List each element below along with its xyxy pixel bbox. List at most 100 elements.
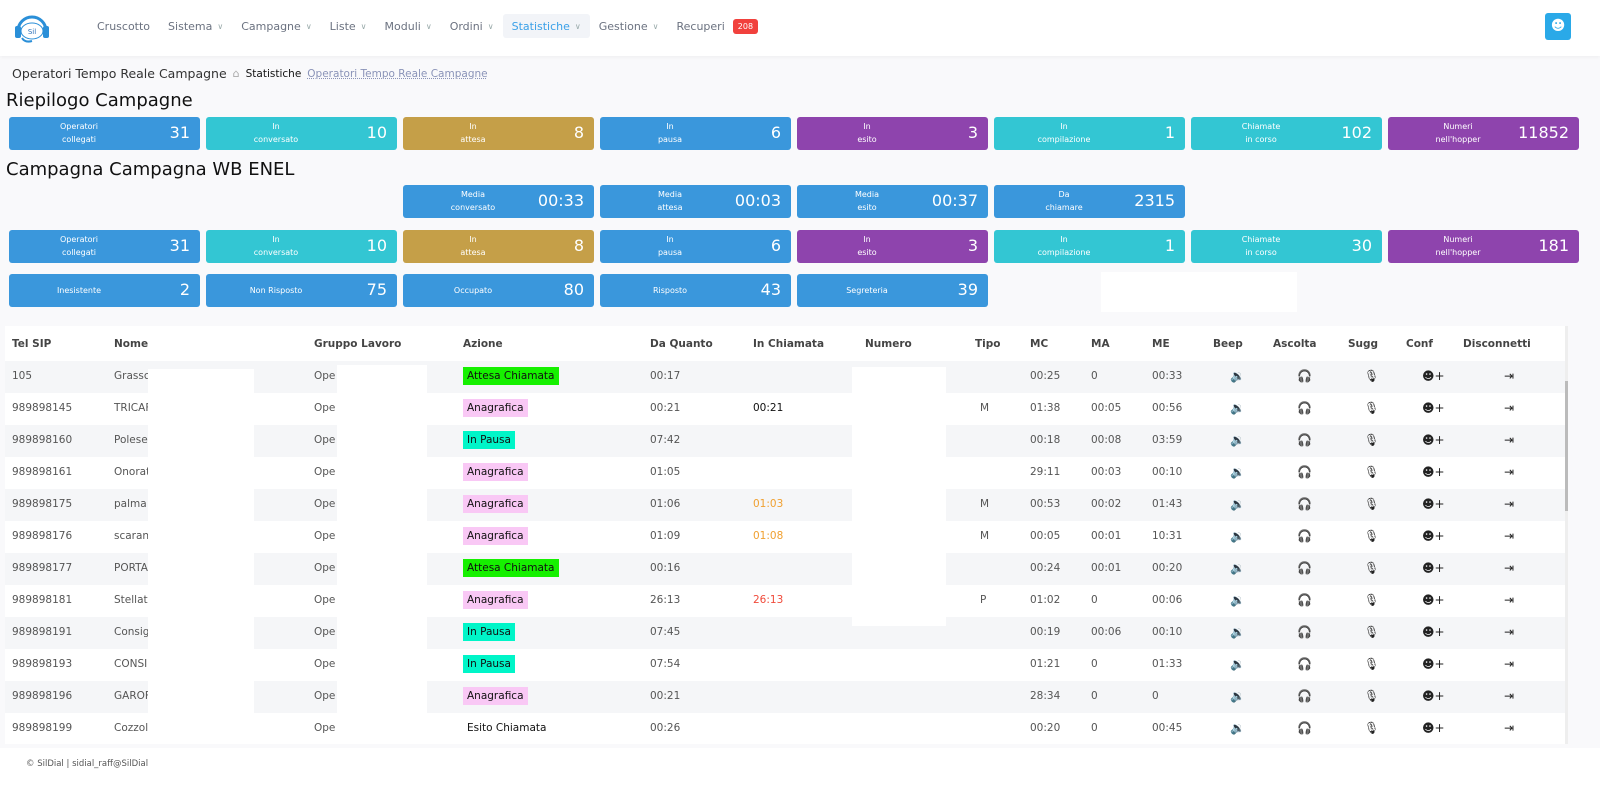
user-add-icon[interactable]: ☻+ bbox=[1422, 721, 1445, 735]
column-header[interactable]: Gruppo Lavoro bbox=[314, 338, 402, 350]
headphones-icon[interactable]: 🎧 bbox=[1297, 657, 1312, 671]
cell-nome: scaran bbox=[114, 530, 150, 542]
speaker-icon[interactable]: 🔉 bbox=[1230, 497, 1245, 511]
stat-card: In esito 3 bbox=[797, 117, 988, 150]
cell-me: 01:33 bbox=[1152, 658, 1183, 670]
menu-item-ordini[interactable]: Ordini ∨ bbox=[441, 14, 503, 38]
microphone-icon[interactable]: 🎙 bbox=[1364, 433, 1380, 447]
cell-mc: 00:18 bbox=[1030, 434, 1061, 446]
speaker-icon[interactable]: 🔉 bbox=[1230, 721, 1245, 735]
user-add-icon[interactable]: ☻+ bbox=[1422, 529, 1445, 543]
microphone-icon[interactable]: 🎙 bbox=[1364, 625, 1380, 639]
column-header[interactable]: Tipo bbox=[975, 338, 1001, 350]
stat-label: Occupato bbox=[453, 286, 493, 295]
speaker-icon[interactable]: 🔉 bbox=[1230, 401, 1245, 415]
logout-icon[interactable]: ⇥ bbox=[1504, 401, 1515, 415]
microphone-icon[interactable]: 🎙 bbox=[1364, 689, 1380, 703]
microphone-icon[interactable]: 🎙 bbox=[1364, 721, 1380, 735]
headphones-icon[interactable]: 🎧 bbox=[1297, 529, 1312, 543]
logout-icon[interactable]: ⇥ bbox=[1504, 657, 1515, 671]
speaker-icon[interactable]: 🔉 bbox=[1230, 465, 1245, 479]
headphones-icon[interactable]: 🎧 bbox=[1297, 433, 1312, 447]
stat-value: 1 bbox=[1164, 123, 1175, 142]
microphone-icon[interactable]: 🎙 bbox=[1364, 657, 1380, 671]
microphone-icon[interactable]: 🎙 bbox=[1364, 369, 1380, 383]
microphone-icon[interactable]: 🎙 bbox=[1364, 561, 1380, 575]
microphone-icon[interactable]: 🎙 bbox=[1364, 401, 1380, 415]
logout-icon[interactable]: ⇥ bbox=[1504, 369, 1515, 383]
home-icon[interactable]: ⌂ bbox=[232, 67, 240, 80]
logout-icon[interactable]: ⇥ bbox=[1504, 529, 1515, 543]
column-header[interactable]: ME bbox=[1152, 338, 1170, 350]
speaker-icon[interactable]: 🔉 bbox=[1230, 529, 1245, 543]
logout-icon[interactable]: ⇥ bbox=[1504, 689, 1515, 703]
user-add-icon[interactable]: ☻+ bbox=[1422, 561, 1445, 575]
column-header[interactable]: Sugg bbox=[1348, 338, 1379, 350]
column-header[interactable]: Tel SIP bbox=[12, 338, 52, 350]
logout-icon[interactable]: ⇥ bbox=[1504, 433, 1515, 447]
user-add-icon[interactable]: ☻+ bbox=[1422, 369, 1445, 383]
menu-item-cruscotto[interactable]: Cruscotto bbox=[88, 14, 159, 38]
logout-icon[interactable]: ⇥ bbox=[1504, 561, 1515, 575]
menu-item-liste[interactable]: Liste ∨ bbox=[321, 14, 376, 38]
column-header[interactable]: Beep bbox=[1213, 338, 1243, 350]
speaker-icon[interactable]: 🔉 bbox=[1230, 593, 1245, 607]
headphones-icon[interactable]: 🎧 bbox=[1297, 625, 1312, 639]
user-add-icon[interactable]: ☻+ bbox=[1422, 657, 1445, 671]
column-header[interactable]: Nome bbox=[114, 338, 149, 350]
breadcrumb-section[interactable]: Statistiche bbox=[245, 67, 302, 80]
speaker-icon[interactable]: 🔉 bbox=[1230, 561, 1245, 575]
headphones-icon[interactable]: 🎧 bbox=[1297, 465, 1312, 479]
user-add-icon[interactable]: ☻+ bbox=[1422, 497, 1445, 511]
logout-icon[interactable]: ⇥ bbox=[1504, 721, 1515, 735]
headphones-icon[interactable]: 🎧 bbox=[1297, 593, 1312, 607]
microphone-icon[interactable]: 🎙 bbox=[1364, 593, 1380, 607]
column-header[interactable]: Ascolta bbox=[1273, 338, 1317, 350]
speaker-icon[interactable]: 🔉 bbox=[1230, 625, 1245, 639]
headphones-icon[interactable]: 🎧 bbox=[1297, 561, 1312, 575]
speaker-icon[interactable]: 🔉 bbox=[1230, 433, 1245, 447]
column-header[interactable]: Azione bbox=[463, 338, 503, 350]
column-header[interactable]: MA bbox=[1091, 338, 1110, 350]
user-add-icon[interactable]: ☻+ bbox=[1422, 593, 1445, 607]
menu-item-recuperi[interactable]: Recuperi 208 bbox=[668, 14, 768, 38]
user-add-icon[interactable]: ☻+ bbox=[1422, 433, 1445, 447]
logout-icon[interactable]: ⇥ bbox=[1504, 465, 1515, 479]
speaker-icon[interactable]: 🔉 bbox=[1230, 657, 1245, 671]
headphones-icon[interactable]: 🎧 bbox=[1297, 401, 1312, 415]
logout-icon[interactable]: ⇥ bbox=[1504, 625, 1515, 639]
headphones-icon[interactable]: 🎧 bbox=[1297, 721, 1312, 735]
column-header[interactable]: Conf bbox=[1406, 338, 1433, 350]
menu-item-statistiche[interactable]: Statistiche ∨ bbox=[502, 14, 590, 38]
microphone-icon[interactable]: 🎙 bbox=[1364, 465, 1380, 479]
microphone-icon[interactable]: 🎙 bbox=[1364, 497, 1380, 511]
column-header[interactable]: MC bbox=[1030, 338, 1049, 350]
headphones-icon[interactable]: 🎧 bbox=[1297, 369, 1312, 383]
user-add-icon[interactable]: ☻+ bbox=[1422, 465, 1445, 479]
menu-item-gestione[interactable]: Gestione ∨ bbox=[590, 14, 668, 38]
cell-tipo: M bbox=[980, 530, 990, 542]
user-add-icon[interactable]: ☻+ bbox=[1422, 689, 1445, 703]
user-add-icon[interactable]: ☻+ bbox=[1422, 625, 1445, 639]
column-header[interactable]: Disconnetti bbox=[1463, 338, 1531, 350]
logout-icon[interactable]: ⇥ bbox=[1504, 593, 1515, 607]
column-header[interactable]: Da Quanto bbox=[650, 338, 713, 350]
speaker-icon[interactable]: 🔉 bbox=[1230, 369, 1245, 383]
column-header[interactable]: In Chiamata bbox=[753, 338, 825, 350]
sildial-logo[interactable]: Sil bbox=[10, 9, 54, 45]
speaker-icon[interactable]: 🔉 bbox=[1230, 689, 1245, 703]
microphone-icon[interactable]: 🎙 bbox=[1364, 529, 1380, 543]
table-scrollbar[interactable] bbox=[1565, 326, 1568, 744]
menu-item-moduli[interactable]: Moduli ∨ bbox=[376, 14, 441, 38]
headphones-icon[interactable]: 🎧 bbox=[1297, 497, 1312, 511]
stat-label: In attesa bbox=[460, 122, 486, 144]
column-header[interactable]: Numero bbox=[865, 338, 912, 350]
user-add-icon[interactable]: ☻+ bbox=[1422, 401, 1445, 415]
menu-item-sistema[interactable]: Sistema ∨ bbox=[159, 14, 232, 38]
menu-item-campagne[interactable]: Campagne ∨ bbox=[232, 14, 320, 38]
headphones-icon[interactable]: 🎧 bbox=[1297, 689, 1312, 703]
user-menu-button[interactable]: ☻ bbox=[1545, 13, 1571, 40]
cell-ma: 00:05 bbox=[1091, 402, 1122, 414]
table-row: 989898191 Consig Ope In Pausa 07:45 00:19 00:0… bbox=[5, 617, 1565, 649]
logout-icon[interactable]: ⇥ bbox=[1504, 497, 1515, 511]
